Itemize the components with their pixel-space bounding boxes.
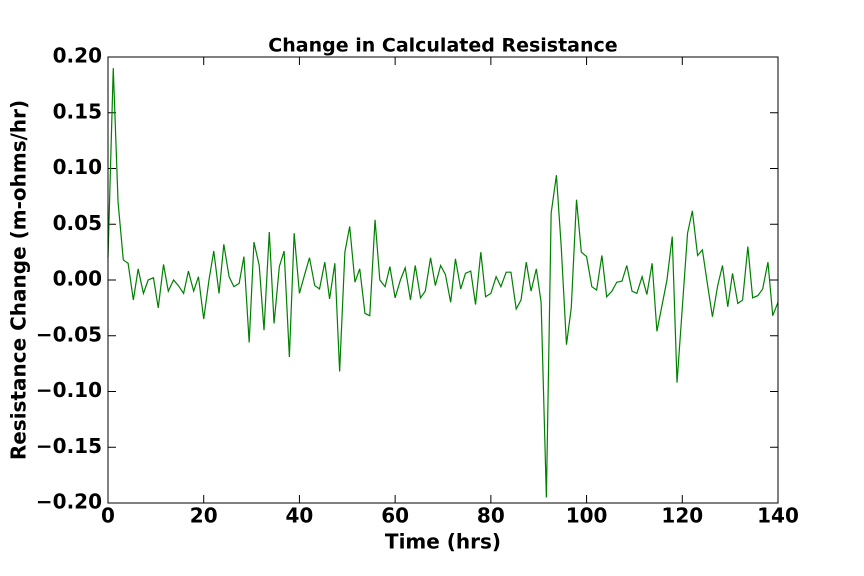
y-tick-label: −0.20 <box>36 490 102 514</box>
x-tick-label: 60 <box>381 504 409 528</box>
chart-title: Change in Calculated Resistance <box>268 35 617 57</box>
x-tick-label: 80 <box>477 504 505 528</box>
x-tick-label: 120 <box>661 504 703 528</box>
x-tick-label: 100 <box>566 504 608 528</box>
y-tick-label: −0.05 <box>36 322 102 346</box>
y-tick-label: 0.20 <box>53 44 102 68</box>
plot-frame <box>107 56 779 504</box>
x-tick-label: 0 <box>101 504 115 528</box>
y-tick-label: 0.00 <box>53 267 102 291</box>
x-tick-label: 20 <box>190 504 218 528</box>
y-tick-label: −0.15 <box>36 434 102 458</box>
y-tick-label: 0.05 <box>53 211 102 235</box>
y-tick-label: −0.10 <box>36 378 102 402</box>
x-axis-label: Time (hrs) <box>385 530 501 554</box>
x-tick-label: 40 <box>286 504 314 528</box>
y-tick-label: 0.10 <box>53 155 102 179</box>
y-tick-label: 0.15 <box>53 99 102 123</box>
data-line <box>107 68 779 498</box>
y-axis-label: Resistance Change (m-ohms/hr) <box>7 100 31 460</box>
x-tick-label: 140 <box>757 504 799 528</box>
